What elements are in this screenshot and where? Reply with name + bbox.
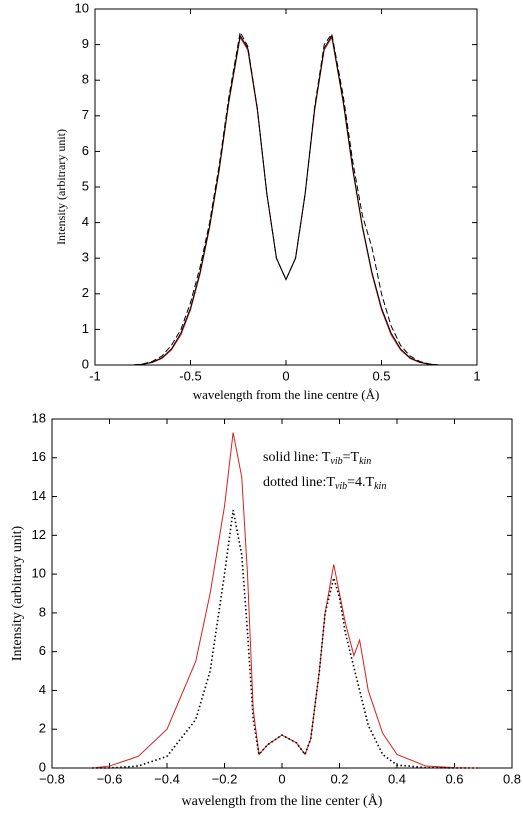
y-tick-label: 8 <box>39 604 46 619</box>
annotation-part: =4.T <box>347 475 374 490</box>
y-tick-label: 3 <box>82 250 89 265</box>
x-tick-label: -1 <box>89 368 101 383</box>
y-tick-label: 14 <box>32 488 46 503</box>
data-line <box>133 30 439 366</box>
y-tick-label: 16 <box>32 449 46 464</box>
x-tick-label: 0.4 <box>388 771 406 786</box>
x-tick-label: 0.5 <box>372 368 390 383</box>
y-tick-label: 8 <box>82 72 89 87</box>
data-line <box>92 509 478 769</box>
y-tick-label: 2 <box>39 721 46 736</box>
x-tick-label: -0.5 <box>179 368 201 383</box>
x-tick-label: −0.6 <box>97 771 123 786</box>
annotation-part: kin <box>374 481 386 492</box>
annotation-part: =T <box>343 450 360 465</box>
y-tick-label: 4 <box>39 682 46 697</box>
y-tick-label: 0 <box>39 759 46 774</box>
data-line <box>133 34 439 366</box>
y-tick-label: 9 <box>82 36 89 51</box>
y-tick-label: 1 <box>82 321 89 336</box>
y-tick-label: 5 <box>82 178 89 193</box>
y-axis-label: Intensity (arbitrary unit) <box>10 526 25 662</box>
x-axis-label: wavelength from the line center (Å) <box>182 793 383 809</box>
x-tick-label: 1 <box>473 368 480 383</box>
y-tick-label: 7 <box>82 107 89 122</box>
annotation-part: kin <box>359 456 371 467</box>
annotation-part: solid line: T <box>263 450 331 465</box>
y-tick-label: 0 <box>82 356 89 371</box>
x-tick-label: 0.6 <box>445 771 463 786</box>
x-tick-label: 0 <box>278 771 285 786</box>
annotation-part: vib <box>335 481 347 492</box>
plot-area <box>51 418 513 769</box>
y-tick-label: 10 <box>32 566 46 581</box>
annotation-part: vib <box>330 456 342 467</box>
x-tick-label: 0 <box>282 368 289 383</box>
x-tick-label: 0.8 <box>503 771 521 786</box>
plot-area <box>94 8 478 366</box>
y-tick-label: 6 <box>82 143 89 158</box>
x-axis-label: wavelength from the line centre (Å) <box>193 387 380 402</box>
y-axis-label: Intensity (arbitrary unit) <box>54 129 68 245</box>
y-tick-label: 10 <box>75 0 89 15</box>
y-tick-label: 4 <box>82 214 89 229</box>
x-tick-label: −0.4 <box>154 771 180 786</box>
annotation: dotted line:Tvib=4.Tkin <box>263 475 386 492</box>
y-tick-label: 2 <box>82 285 89 300</box>
y-tick-label: 12 <box>32 527 46 542</box>
annotation: solid line: Tvib=Tkin <box>263 450 371 467</box>
annotation-part: dotted line:T <box>263 475 335 490</box>
x-tick-label: −0.2 <box>212 771 238 786</box>
x-tick-label: −0.8 <box>39 771 65 786</box>
x-tick-label: 0.2 <box>330 771 348 786</box>
y-tick-label: 6 <box>39 643 46 658</box>
y-tick-label: 18 <box>32 410 46 425</box>
